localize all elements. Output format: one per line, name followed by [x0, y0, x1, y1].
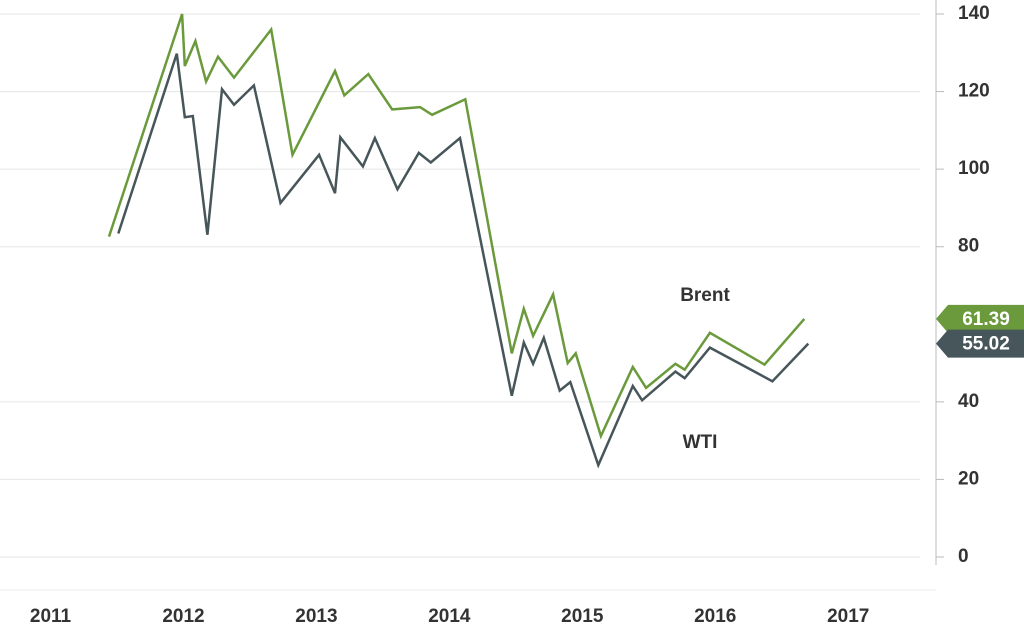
line [107, 13, 806, 440]
x-tick-label: 2012 [162, 606, 204, 627]
y-tick-label: 140 [958, 3, 990, 24]
end-tag-label: 61.39 [962, 309, 1010, 330]
x-tick-label: 2016 [694, 606, 736, 627]
x-tick-label: 2014 [428, 606, 471, 627]
x-tick-label: 2013 [295, 606, 337, 627]
y-tick-label: 80 [958, 236, 979, 257]
end-tag-label: 55.02 [962, 334, 1010, 355]
y-tick-label: 0 [958, 546, 969, 567]
y-tick-label: 120 [958, 81, 990, 102]
x-tick-label: 2017 [827, 606, 869, 627]
x-tick-label: 2015 [561, 606, 604, 627]
y-tick-label: 40 [958, 391, 979, 412]
series-label: WTI [683, 432, 718, 453]
end-tag [936, 304, 1024, 333]
series-label: Brent [680, 285, 730, 306]
end-tag [936, 329, 1024, 358]
y-tick-label: 20 [958, 468, 979, 489]
line [117, 53, 810, 469]
y-tick-label: 100 [958, 158, 990, 179]
x-tick-label: 2011 [30, 606, 72, 627]
